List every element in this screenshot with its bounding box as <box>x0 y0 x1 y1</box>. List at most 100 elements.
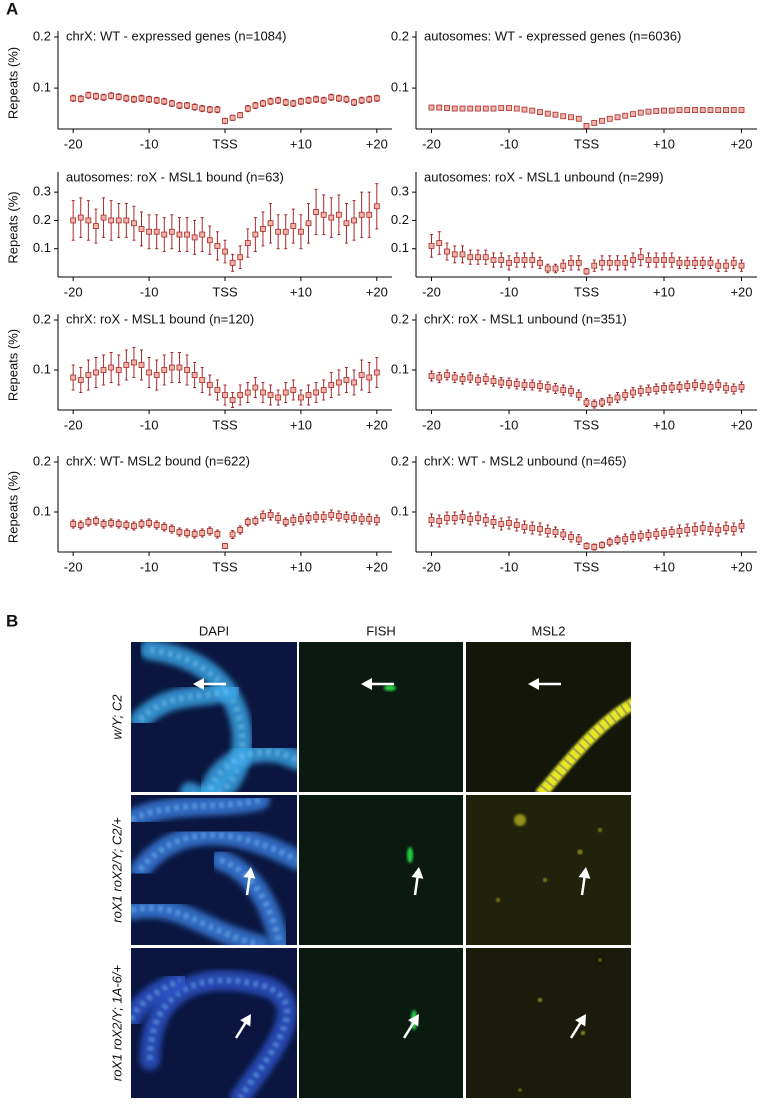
box-marker <box>313 209 319 215</box>
box-marker <box>715 382 722 388</box>
haze <box>466 948 631 1098</box>
box-marker <box>575 115 582 122</box>
box-marker <box>583 399 590 406</box>
x-tick-label: -10 <box>140 284 159 299</box>
box-marker <box>630 534 636 540</box>
box-marker <box>320 514 327 520</box>
box-marker <box>637 254 644 261</box>
box-marker <box>730 107 737 113</box>
msl2-signal <box>598 958 602 962</box>
chart: 0.1 0.2 -20 -10 TSS +10 +20 chrX: WT - MSL2 unb… <box>391 453 757 574</box>
box-marker <box>108 92 115 99</box>
box-marker <box>153 228 160 235</box>
panel-label: B <box>6 611 18 630</box>
box-marker <box>459 251 466 258</box>
x-tick-label: +10 <box>653 136 675 151</box>
box-marker <box>467 105 474 112</box>
box-marker <box>591 262 598 269</box>
box-marker <box>138 521 145 527</box>
box-marker <box>506 105 512 111</box>
box-marker <box>552 385 559 392</box>
box-marker <box>723 107 729 113</box>
panel-label: A <box>6 0 18 18</box>
box-marker <box>552 529 559 535</box>
box-marker <box>513 257 520 263</box>
box-marker <box>70 374 77 381</box>
box-marker <box>298 98 304 105</box>
y-tick-label: 0.1 <box>391 240 409 255</box>
x-tick-label: +10 <box>290 136 312 151</box>
x-tick-label: -20 <box>64 559 83 574</box>
x-tick-label: +10 <box>290 559 312 574</box>
box-marker <box>467 374 474 381</box>
box-marker <box>428 104 435 111</box>
box-marker <box>475 515 481 521</box>
box-marker <box>544 384 551 390</box>
box-marker <box>637 388 644 394</box>
box-marker <box>699 525 706 531</box>
arrow-head <box>411 867 424 879</box>
msl2-signal <box>577 849 583 855</box>
box-marker <box>70 95 77 102</box>
box-marker <box>637 109 644 116</box>
box-marker <box>529 257 536 263</box>
chromosome <box>147 977 290 1098</box>
box-marker <box>684 383 691 389</box>
box-marker <box>206 382 213 388</box>
haze <box>466 795 631 945</box>
box-marker <box>267 98 274 105</box>
box-marker <box>583 543 590 549</box>
box-marker <box>668 529 675 535</box>
box-marker <box>475 377 481 383</box>
box-marker <box>328 94 335 101</box>
box-marker <box>275 394 282 401</box>
box-marker <box>459 376 466 382</box>
box-marker <box>475 105 481 112</box>
box-marker <box>298 394 304 401</box>
box-marker <box>692 107 698 113</box>
y-tick-label: 0.3 <box>391 184 409 199</box>
msl2-signal <box>543 878 547 882</box>
box-marker <box>85 372 92 378</box>
box-marker <box>358 97 365 104</box>
box-marker <box>482 254 489 261</box>
x-tick-label: TSS <box>574 559 600 574</box>
box-marker <box>100 214 107 221</box>
msl2-signal <box>496 898 500 902</box>
box-marker <box>537 383 543 389</box>
box-marker <box>115 217 122 224</box>
box-marker <box>351 99 357 106</box>
box-marker <box>343 377 350 383</box>
box-marker <box>436 240 443 246</box>
box-marker <box>537 526 543 532</box>
box-marker <box>622 259 629 266</box>
x-tick-label: +20 <box>366 417 388 432</box>
y-tick-label: 0.2 <box>391 28 409 43</box>
box-marker <box>100 94 107 101</box>
box-marker <box>237 112 244 119</box>
box-marker <box>467 516 474 522</box>
box-marker <box>138 95 145 102</box>
box-marker <box>521 524 528 530</box>
box-marker <box>305 392 312 398</box>
box-marker <box>298 228 304 235</box>
box-marker <box>482 517 489 523</box>
y-tick-label: 0.2 <box>33 311 51 326</box>
box-marker <box>366 96 373 103</box>
box-marker <box>653 531 660 537</box>
box-marker <box>684 527 691 533</box>
column-header: DAPI <box>199 623 229 638</box>
y-axis-label: Repeats (%) <box>5 471 20 543</box>
box-marker <box>444 372 450 378</box>
y-tick-label: 0.2 <box>33 212 51 227</box>
box-marker <box>85 519 92 525</box>
box-marker <box>575 536 582 543</box>
box-marker <box>214 531 221 537</box>
box-marker <box>351 515 357 521</box>
box-marker <box>100 521 107 527</box>
box-marker <box>459 105 466 112</box>
box-marker <box>313 389 319 396</box>
box-marker <box>568 259 574 266</box>
box-marker <box>428 517 435 523</box>
box-marker <box>436 104 443 111</box>
